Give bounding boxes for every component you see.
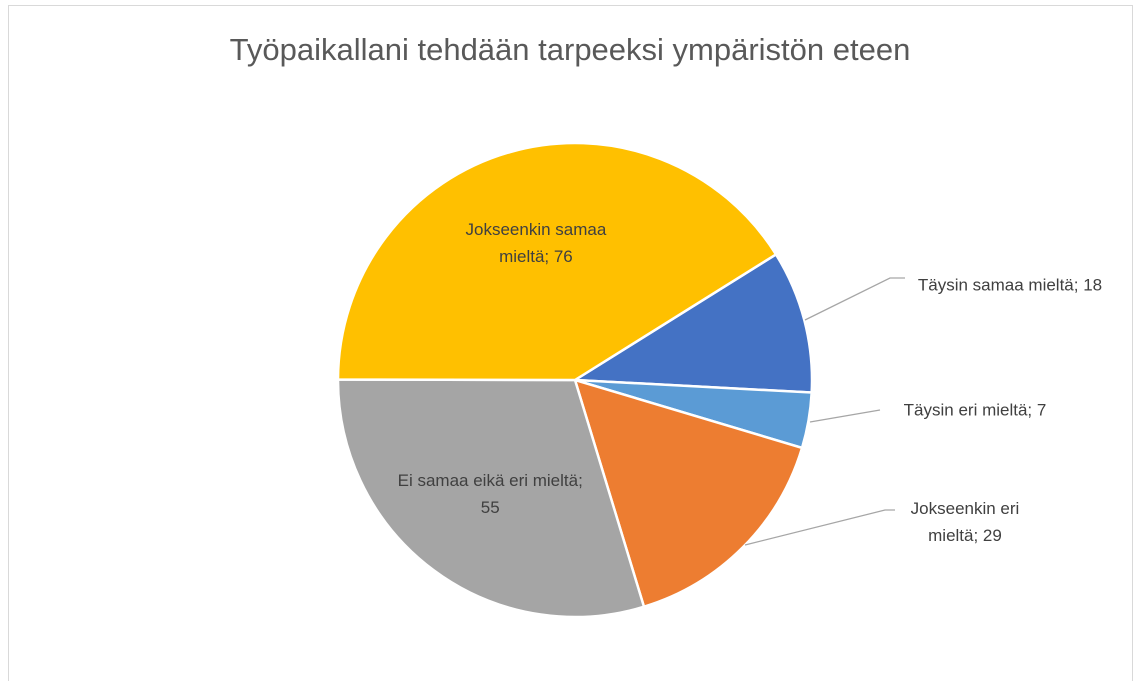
- leader-line: [809, 409, 881, 423]
- data-label: Täysin samaa mieltä; 18: [917, 275, 1103, 295]
- data-label: Jokseenkin eri mieltä; 29: [910, 499, 1020, 545]
- chart-title: Työpaikallani tehdään tarpeeksi ympärist…: [230, 32, 911, 67]
- data-label: Täysin eri mieltä; 7: [903, 400, 1047, 420]
- pie-slice: [336, 141, 778, 382]
- data-label: Jokseenkin samaa mieltä; 76: [465, 220, 607, 267]
- pie-slice: [573, 378, 804, 609]
- data-label: Ei samaa eikä eri mieltä; 55: [397, 471, 583, 518]
- pie-slice: [570, 252, 814, 394]
- pie-slice: [336, 378, 646, 619]
- leader-line: [744, 509, 895, 546]
- leader-line: [804, 277, 905, 321]
